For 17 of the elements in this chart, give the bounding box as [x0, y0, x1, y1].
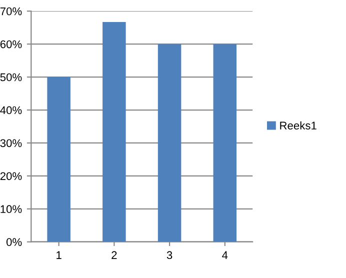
x-tick-label: 3	[166, 251, 172, 260]
bar	[47, 77, 70, 242]
y-tick-label: 50%	[0, 73, 22, 82]
y-tick-label: 10%	[0, 205, 22, 214]
bar	[102, 22, 126, 242]
bar	[213, 44, 237, 242]
x-tick-label: 1	[56, 251, 62, 259]
y-tick-label: 20%	[0, 172, 22, 180]
legend-label: Reeks1	[280, 121, 316, 130]
x-tick-label: 2	[112, 251, 117, 259]
y-tick-label: 30%	[0, 139, 22, 148]
y-tick-label: 40%	[0, 106, 22, 114]
y-tick-label: 60%	[0, 40, 22, 48]
x-tick-label: 4	[222, 251, 228, 259]
y-tick-label: 70%	[0, 7, 22, 16]
bar	[158, 44, 182, 242]
y-tick-label: 0%	[6, 238, 22, 246]
